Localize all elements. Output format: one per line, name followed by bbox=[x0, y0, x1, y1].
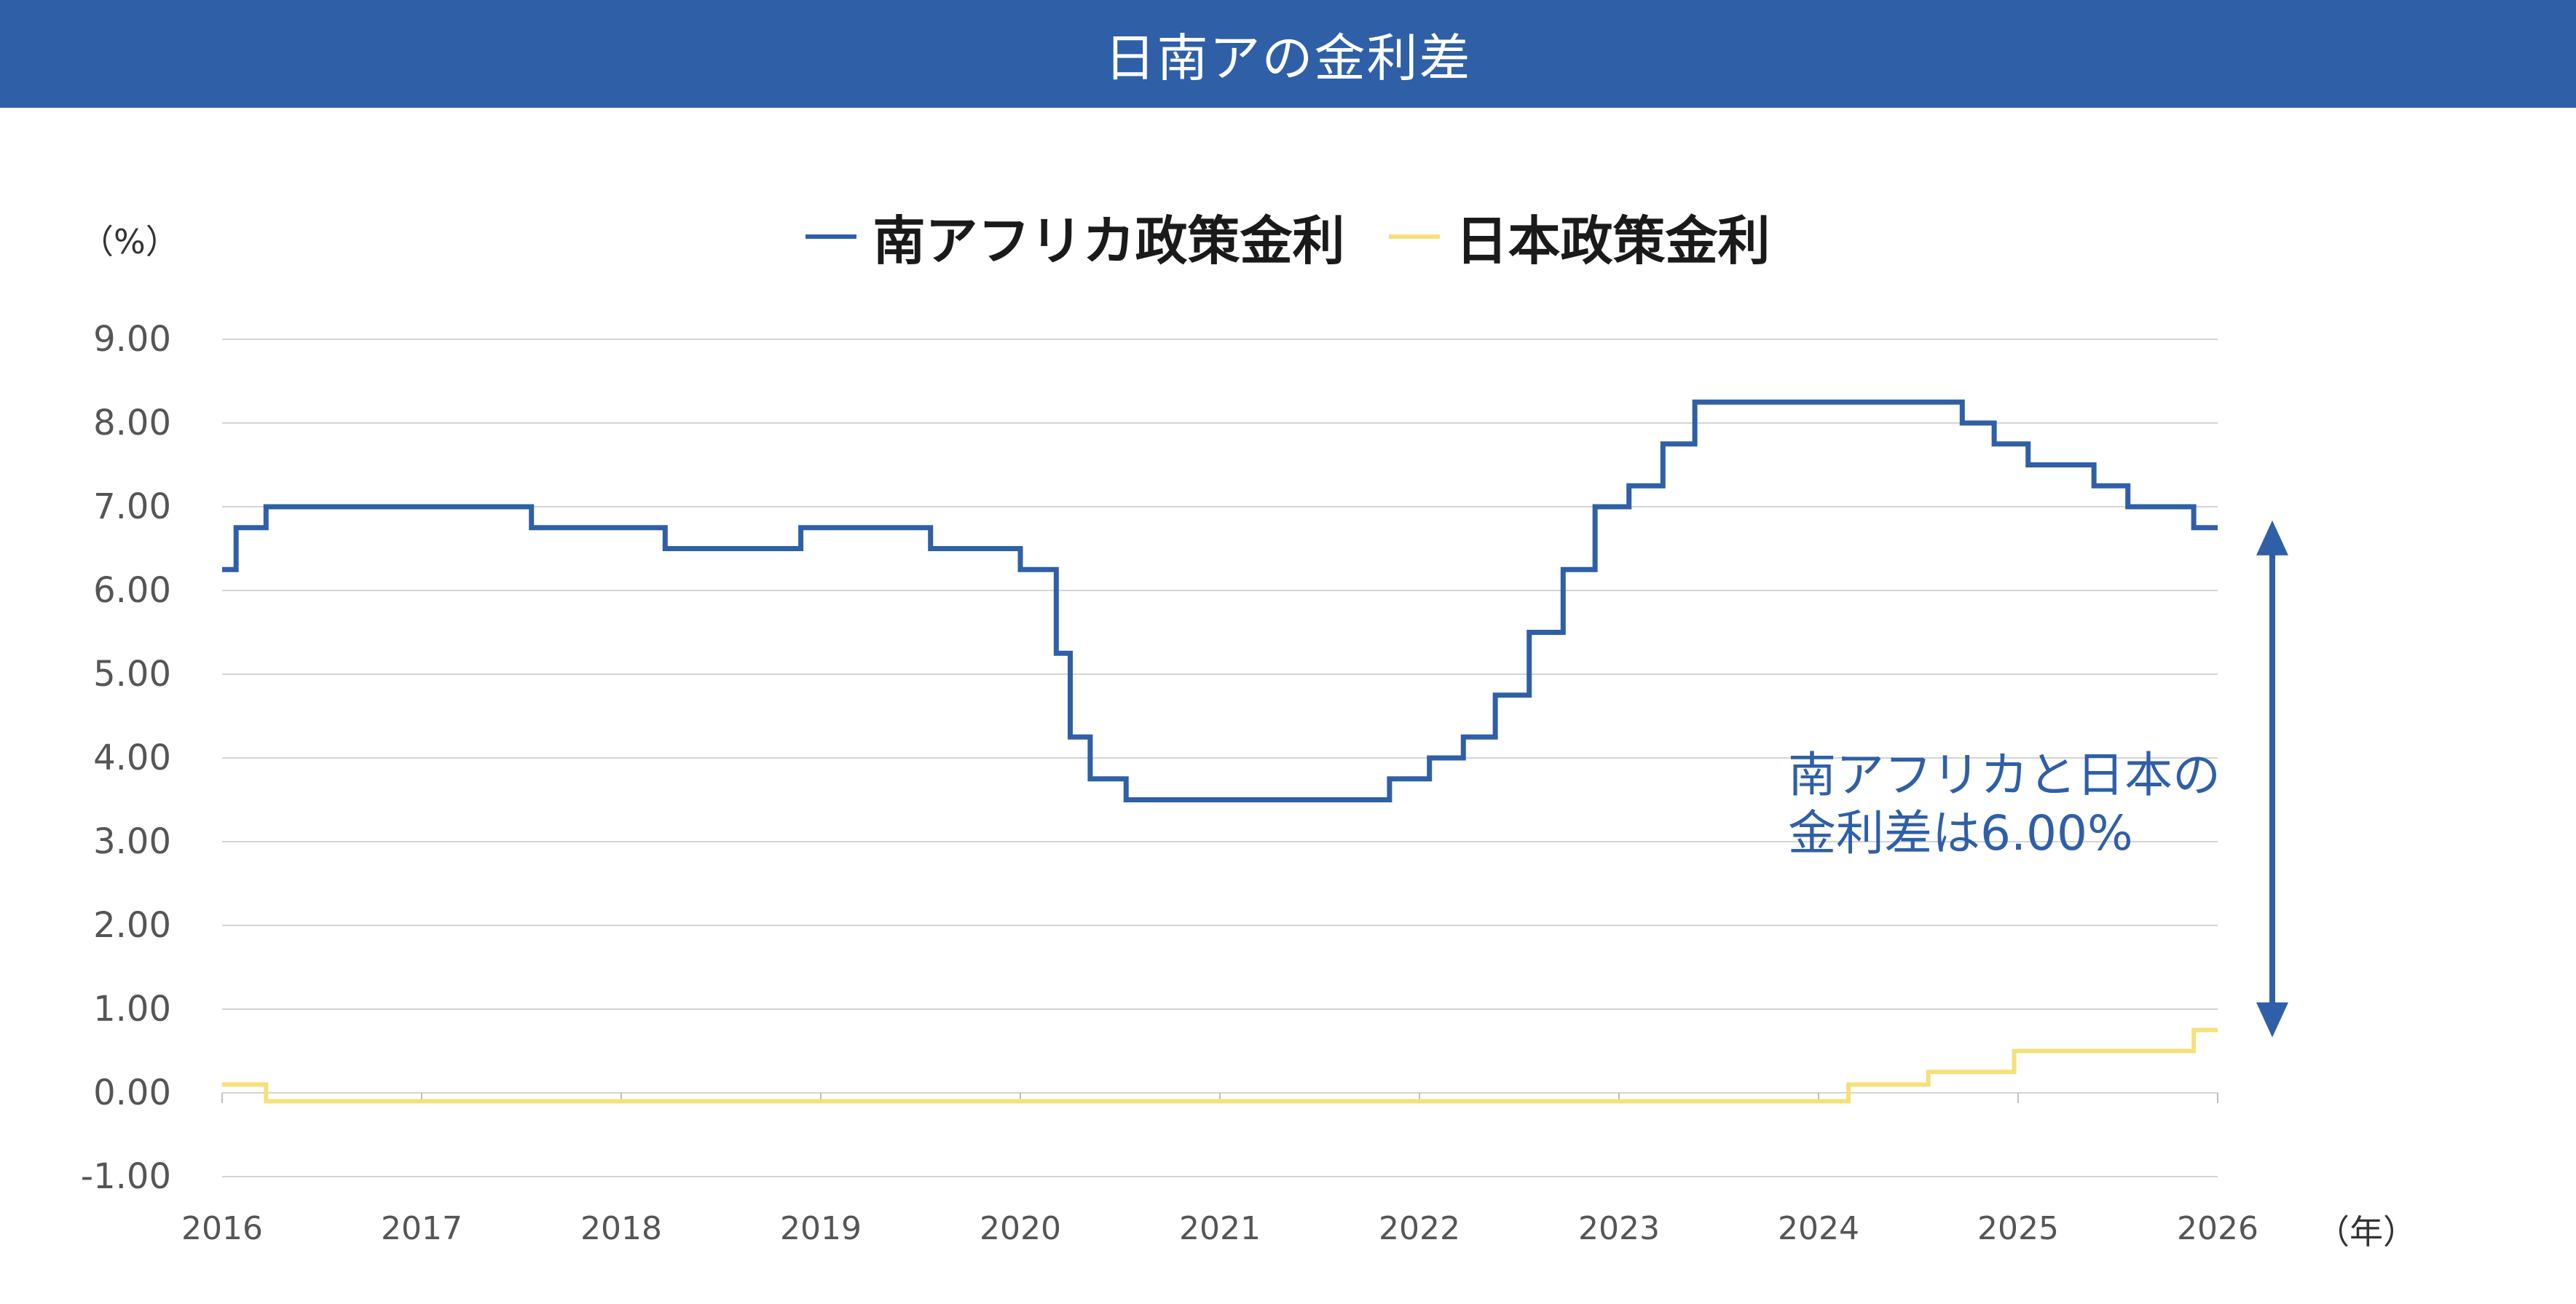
x-tick-label: 2020 bbox=[980, 1210, 1061, 1247]
annotation-line-1: 南アフリカと日本の bbox=[1788, 747, 2221, 803]
header-bar: 日南アの金利差 bbox=[0, 0, 2576, 108]
x-tick-label: 2026 bbox=[2177, 1210, 2258, 1247]
chart-legend: 南アフリカ政策金利 日本政策金利 bbox=[0, 198, 2576, 274]
y-tick-label: 0.00 bbox=[93, 1072, 171, 1113]
y-tick-label: 1.00 bbox=[93, 989, 171, 1030]
y-tick-label: 7.00 bbox=[93, 486, 171, 527]
spread-arrow-head-up bbox=[2256, 520, 2288, 556]
legend-label-sa: 南アフリカ政策金利 bbox=[873, 210, 1345, 272]
x-tick-label: 2025 bbox=[1977, 1210, 2059, 1247]
x-tick-label: 2021 bbox=[1179, 1210, 1261, 1247]
x-tick-label: 2017 bbox=[381, 1210, 462, 1247]
legend-swatch-jp bbox=[1388, 234, 1440, 239]
y-tick-label: 3.00 bbox=[93, 821, 171, 862]
x-tick-label: 2016 bbox=[181, 1210, 263, 1247]
y-tick-label: 4.00 bbox=[93, 738, 171, 778]
y-tick-label: 9.00 bbox=[93, 319, 171, 360]
series-layer bbox=[222, 399, 2218, 1104]
y-tick-label: 2.00 bbox=[93, 905, 171, 946]
legend-item-sa: 南アフリカ政策金利 bbox=[806, 198, 1345, 274]
x-tick-label: 2023 bbox=[1578, 1210, 1660, 1247]
x-tick-label: 2019 bbox=[780, 1210, 862, 1247]
x-tick-label: 2018 bbox=[580, 1210, 662, 1247]
annotation-line-2: 金利差は6.00% bbox=[1788, 805, 2133, 861]
axis-layer: 9.00 8.00 7.00 6.00 5.00 4.00 3.00 2.00 1.00 0.00… bbox=[81, 319, 2258, 1247]
x-tick-label: 2022 bbox=[1379, 1210, 1460, 1247]
y-axis-unit-label: （%） bbox=[80, 222, 179, 261]
x-axis-unit-label: （年） bbox=[2316, 1212, 2417, 1252]
annotation-arrow-layer bbox=[2256, 520, 2288, 1038]
series-line-sa bbox=[222, 399, 2218, 802]
y-tick-label: 6.00 bbox=[93, 570, 171, 611]
y-tick-label: -1.00 bbox=[81, 1156, 171, 1197]
legend-item-jp: 日本政策金利 bbox=[1388, 198, 1770, 274]
page-title: 日南アの金利差 bbox=[1104, 28, 1472, 88]
grid-layer bbox=[222, 339, 2218, 1177]
y-tick-label: 8.00 bbox=[93, 403, 171, 443]
legend-swatch-sa bbox=[806, 234, 857, 239]
x-tick-label: 2024 bbox=[1778, 1210, 1859, 1247]
series-line-jp bbox=[222, 1027, 2218, 1104]
legend-label-jp: 日本政策金利 bbox=[1455, 210, 1770, 272]
spread-arrow-head-down bbox=[2256, 1002, 2288, 1038]
y-tick-label: 5.00 bbox=[93, 654, 171, 695]
spread-annotation: 南アフリカと日本の 金利差は6.00% bbox=[1788, 746, 2221, 863]
